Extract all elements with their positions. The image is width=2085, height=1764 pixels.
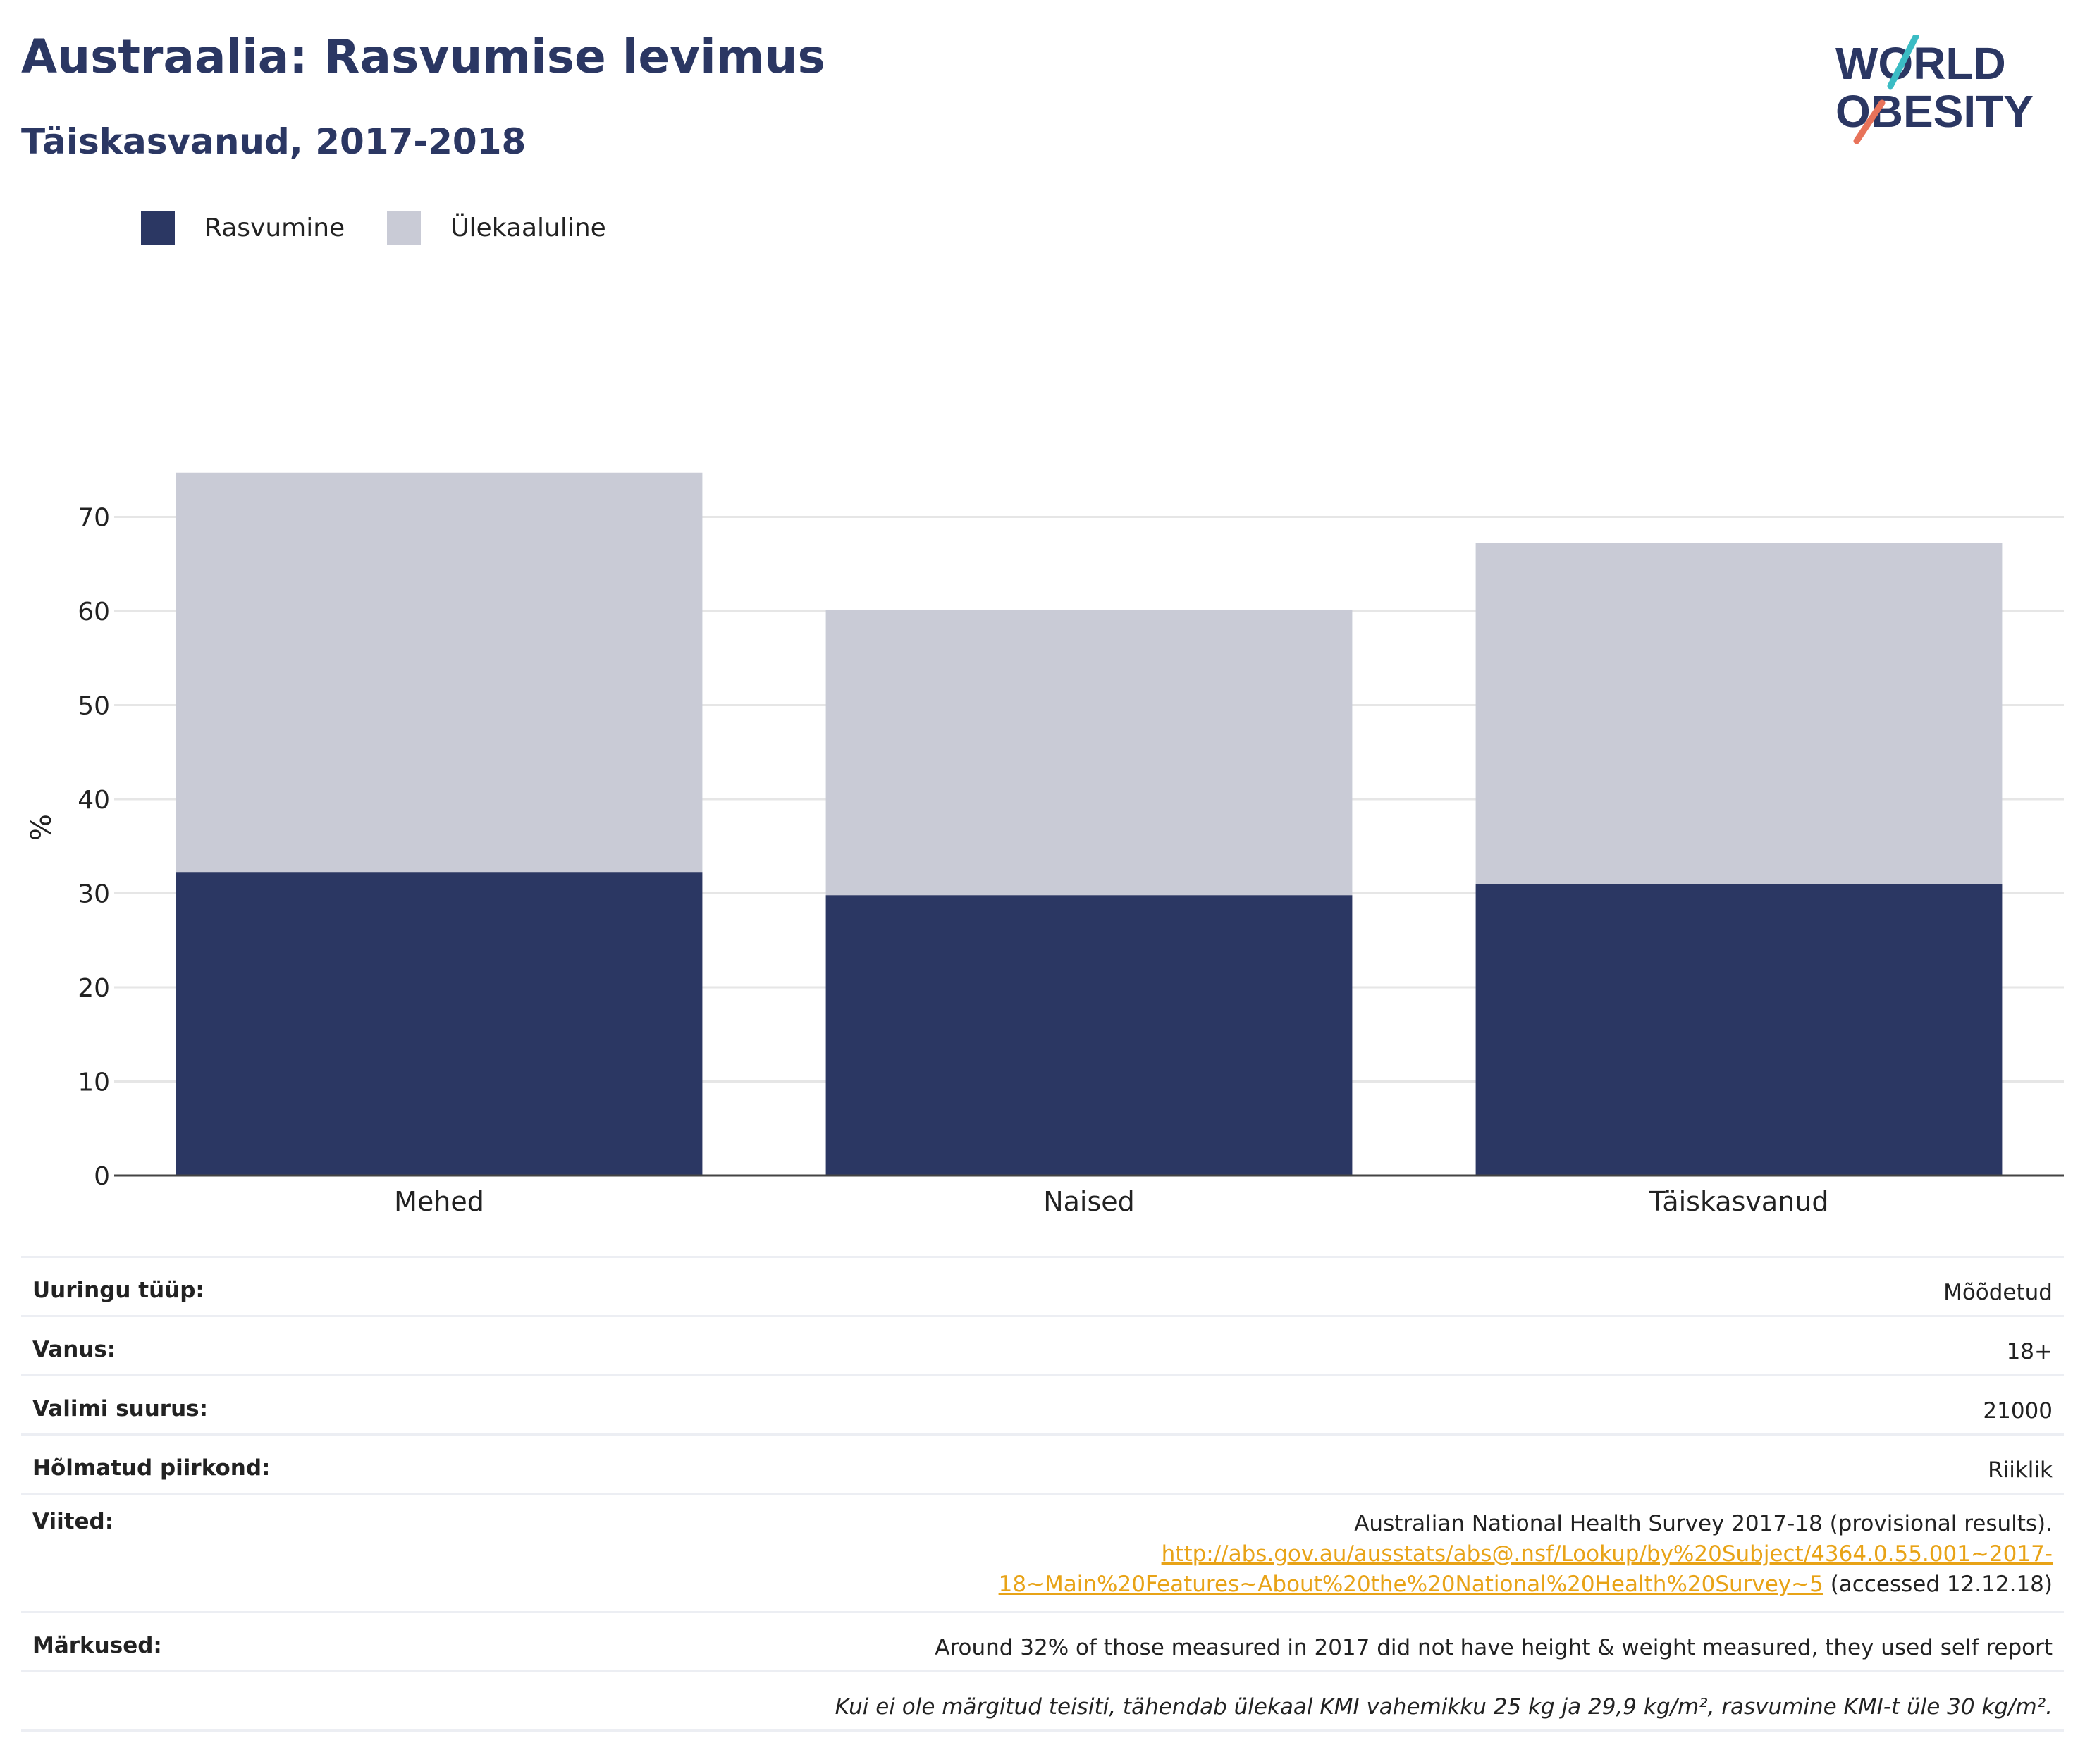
logo-teal-stroke: [1887, 35, 1919, 90]
y-tick-label: 10: [78, 1068, 110, 1097]
survey-info-table: Uuringu tüüp: Mõõdetud Vanus: 18+ Valimi…: [21, 1256, 2064, 1732]
legend-swatch-rasvumine: [141, 211, 175, 245]
info-row-notes: Märkused: Around 32% of those measured i…: [21, 1611, 2064, 1670]
legend-item-rasvumine[interactable]: Rasvumine: [141, 211, 345, 245]
logo-line1: WORLD: [1835, 38, 2006, 89]
y-tick-label: 70: [78, 504, 110, 533]
stacked-bar-chart: 0 10 20 30 40 50 60 70 Mehed Naised Täiskasvanud%: [25, 472, 2064, 1217]
y-tick-label: 60: [78, 598, 110, 627]
y-tick-label: 20: [78, 974, 110, 1003]
legend-swatch-ulekaaluline: [387, 211, 422, 245]
y-axis-label: %: [25, 814, 58, 841]
info-row-references: Viited: Australian National Health Surve…: [21, 1493, 2064, 1611]
info-label: Uuringu tüüp:: [32, 1278, 204, 1303]
legend-label-ulekaaluline: Ülekaaluline: [450, 213, 606, 242]
definition-footnote: Kui ei ole märgitud teisiti, tähendab ül…: [835, 1694, 2053, 1720]
chart-subtitle: Täiskasvanud, 2017-2018: [21, 121, 527, 162]
references-accessed: (accessed 12.12.18): [1823, 1572, 2053, 1597]
references-text: Australian National Health Survey 2017-1…: [1354, 1511, 2053, 1536]
reference-link-line2: 18~Main%20Features~About%20the%20Nationa…: [998, 1572, 1823, 1597]
y-tick-label: 30: [78, 880, 110, 909]
reference-link-line1: http://abs.gov.au/ausstats/abs@.nsf/Look…: [1161, 1541, 2053, 1567]
chart-legend: Rasvumine Ülekaaluline: [141, 209, 648, 247]
y-tick-label: 50: [78, 692, 110, 721]
info-label: Viited:: [32, 1509, 114, 1534]
info-label: Valimi suurus:: [32, 1396, 208, 1421]
bar-rasvumine: [825, 895, 1353, 1176]
references-value: Australian National Health Survey 2017-1…: [999, 1509, 2053, 1600]
info-row-sample-size: Valimi suurus: 21000: [21, 1374, 2064, 1433]
x-tick-label: Mehed: [394, 1186, 484, 1217]
info-row-age: Vanus: 18+: [21, 1315, 2064, 1374]
info-value: Mõõdetud: [1943, 1280, 2053, 1305]
chart-title: Austraalia: Rasvumise levimus: [21, 30, 825, 84]
logo-coral-stroke: [1853, 99, 1886, 144]
info-row-coverage: Hõlmatud piirkond: Riiklik: [21, 1433, 2064, 1493]
x-tick-label: Täiskasvanud: [1649, 1186, 1829, 1217]
info-label: Vanus:: [32, 1337, 116, 1362]
bar-rasvumine: [1475, 884, 2003, 1176]
bar-rasvumine: [176, 872, 703, 1176]
info-row-footnote: Kui ei ole märgitud teisiti, tähendab ül…: [21, 1670, 2064, 1729]
legend-item-ulekaaluline[interactable]: Ülekaaluline: [387, 211, 606, 245]
info-value: Riiklik: [1988, 1457, 2053, 1483]
info-value: 21000: [1983, 1398, 2053, 1424]
world-obesity-logo: WORLD OBESITY: [1835, 35, 2034, 144]
table-bottom-divider: [21, 1729, 2064, 1732]
reference-link[interactable]: http://abs.gov.au/ausstats/abs@.nsf/Look…: [999, 1541, 2053, 1597]
legend-label-rasvumine: Rasvumine: [204, 213, 345, 242]
info-value: Around 32% of those measured in 2017 did…: [935, 1635, 2053, 1660]
info-row-survey-type: Uuringu tüüp: Mõõdetud: [21, 1256, 2064, 1315]
info-label: Hõlmatud piirkond:: [32, 1455, 271, 1481]
bar-lekaaluline: [176, 472, 703, 873]
info-label: Märkused:: [32, 1633, 162, 1658]
bar-lekaaluline: [825, 610, 1353, 896]
info-value: 18+: [2006, 1339, 2053, 1364]
y-tick-label: 0: [94, 1162, 110, 1191]
y-tick-label: 40: [78, 786, 110, 815]
x-tick-label: Naised: [1043, 1186, 1135, 1217]
bar-lekaaluline: [1475, 543, 2003, 884]
